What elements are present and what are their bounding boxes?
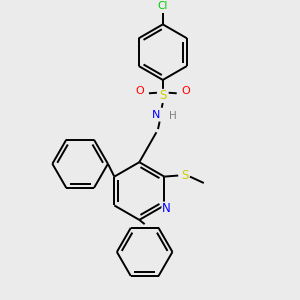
Text: S: S xyxy=(181,169,188,182)
Text: Cl: Cl xyxy=(158,1,168,11)
Text: H: H xyxy=(169,111,177,121)
Text: S: S xyxy=(159,89,166,103)
Text: O: O xyxy=(182,86,190,96)
Text: N: N xyxy=(162,202,171,215)
Text: O: O xyxy=(136,86,144,96)
Text: N: N xyxy=(152,110,160,120)
